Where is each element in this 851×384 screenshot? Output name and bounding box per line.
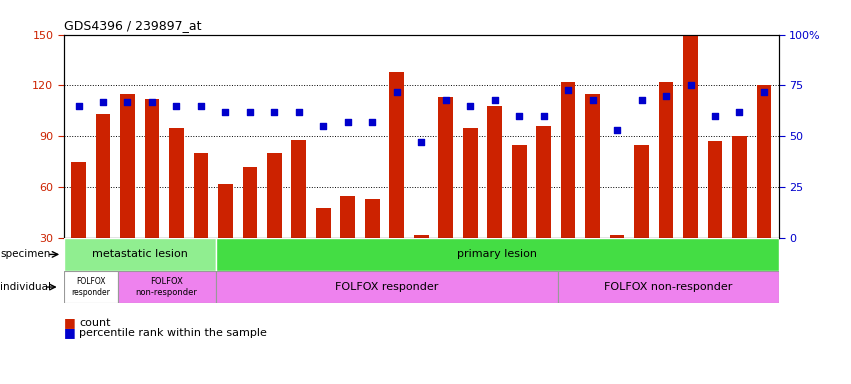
Bar [634, 145, 649, 238]
Bar [169, 128, 184, 238]
Bar [243, 167, 257, 238]
Text: count: count [79, 318, 111, 328]
Bar [757, 86, 771, 238]
Point [488, 97, 501, 103]
Point [660, 93, 673, 99]
Bar [511, 145, 527, 238]
Text: FOLFOX non-responder: FOLFOX non-responder [604, 282, 733, 292]
Point [121, 99, 134, 105]
Point [439, 97, 453, 103]
Text: primary lesion: primary lesion [457, 249, 537, 260]
Bar [390, 72, 404, 238]
Text: ■: ■ [64, 326, 76, 339]
Point [96, 99, 110, 105]
Point [169, 103, 183, 109]
Bar [215, 271, 558, 303]
Text: metastatic lesion: metastatic lesion [92, 249, 188, 260]
Point [194, 103, 208, 109]
Text: FOLFOX responder: FOLFOX responder [335, 282, 438, 292]
Bar [64, 271, 117, 303]
Bar [536, 126, 551, 238]
Bar [218, 184, 232, 238]
Bar [117, 271, 215, 303]
Bar [438, 97, 453, 238]
Bar [267, 153, 282, 238]
Point [708, 113, 722, 119]
Point [317, 123, 330, 129]
Bar [558, 271, 779, 303]
Point [292, 109, 306, 115]
Bar [120, 94, 134, 238]
Bar [708, 141, 722, 238]
Point [267, 109, 281, 115]
Point [757, 88, 771, 94]
Text: specimen: specimen [0, 249, 50, 260]
Bar [316, 207, 331, 238]
Bar [145, 99, 159, 238]
Bar [71, 162, 86, 238]
Bar [414, 235, 429, 238]
Text: FOLFOX
responder: FOLFOX responder [71, 277, 110, 297]
Bar [732, 136, 747, 238]
Point [365, 119, 379, 125]
Point [635, 97, 648, 103]
Point [243, 109, 257, 115]
Text: percentile rank within the sample: percentile rank within the sample [79, 328, 267, 338]
Point [219, 109, 232, 115]
Point [562, 86, 575, 93]
Bar [95, 114, 111, 238]
Point [733, 109, 746, 115]
Text: individual: individual [0, 282, 51, 292]
Bar [585, 94, 600, 238]
Text: GDS4396 / 239897_at: GDS4396 / 239897_at [64, 19, 202, 32]
Bar [292, 140, 306, 238]
Point [537, 113, 551, 119]
Bar [365, 199, 380, 238]
Point [71, 103, 85, 109]
Point [390, 88, 403, 94]
Point [464, 103, 477, 109]
Bar [561, 82, 575, 238]
Point [610, 127, 624, 133]
Point [341, 119, 355, 125]
Point [585, 97, 599, 103]
Bar [659, 82, 673, 238]
Bar [64, 238, 215, 271]
Bar [683, 35, 698, 238]
Bar [463, 128, 477, 238]
Point [414, 139, 428, 146]
Bar [193, 153, 208, 238]
Point [146, 99, 159, 105]
Bar [340, 196, 355, 238]
Bar [215, 238, 779, 271]
Bar [488, 106, 502, 238]
Point [683, 83, 697, 89]
Bar [610, 235, 625, 238]
Point [512, 113, 526, 119]
Text: FOLFOX
non-responder: FOLFOX non-responder [135, 277, 197, 297]
Text: ■: ■ [64, 316, 76, 329]
